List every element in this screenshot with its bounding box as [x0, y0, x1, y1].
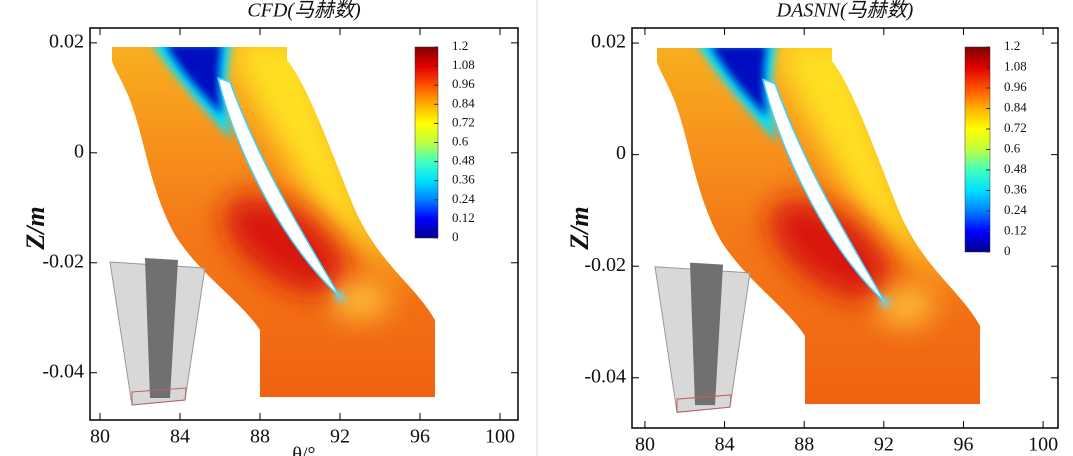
- colorbar-tick-label: 1.2: [452, 38, 468, 53]
- colorbar-tick-label: 0.12: [452, 210, 475, 225]
- x-tick-label: 100: [485, 426, 515, 448]
- x-tick-label: 80: [635, 434, 655, 456]
- colorbar-tick-label: 0.72: [452, 114, 475, 129]
- x-tick-label: 84: [715, 434, 735, 456]
- y-axis-label: Z/m: [565, 206, 594, 250]
- y-tick-label: 0.02: [591, 31, 626, 53]
- x-tick-label: 92: [330, 426, 350, 448]
- x-tick-label: 100: [1028, 434, 1058, 456]
- y-tick-label: 0.02: [49, 30, 84, 52]
- colorbar-tick-label: 0.48: [452, 153, 475, 168]
- colorbar-tick-label: 0.84: [1004, 99, 1027, 114]
- x-tick-label: 88: [250, 426, 270, 448]
- colorbar-tick-label: 0.6: [1004, 140, 1021, 155]
- colorbar-tick-label: 0.12: [1004, 222, 1027, 237]
- y-tick-label: 0: [616, 142, 626, 164]
- x-tick-label: 84: [170, 426, 190, 448]
- colorbar-tick-label: 0.36: [1004, 181, 1027, 196]
- x-tick-label: 92: [874, 434, 894, 456]
- colorbar-tick-label: 0: [1004, 243, 1011, 258]
- colorbar: [964, 46, 991, 253]
- y-tick-label: -0.02: [42, 250, 84, 272]
- chart-title: CFD(马赫数): [247, 0, 361, 22]
- y-tick-label: -0.02: [584, 254, 626, 276]
- colorbar-tick-label: 0.96: [452, 76, 475, 91]
- y-tick-label: -0.04: [584, 365, 626, 387]
- colorbar-tick-label: 0.96: [1004, 79, 1027, 94]
- field-left: [100, 40, 450, 410]
- colorbar-tick-label: 1.08: [452, 57, 475, 72]
- colorbar-tick-label: 0.6: [452, 133, 469, 148]
- colorbar-tick-label: 1.08: [1004, 58, 1027, 73]
- colorbar-tick-label: 0.36: [452, 172, 475, 187]
- field-right: [645, 41, 995, 418]
- x-axis-label: θ/°: [292, 444, 315, 456]
- x-tick-label: 88: [794, 434, 814, 456]
- colorbar-tick-label: 0.72: [1004, 120, 1027, 135]
- y-axis-label: Z/m: [21, 206, 50, 250]
- x-tick-label: 96: [410, 426, 430, 448]
- y-tick-label: -0.04: [42, 360, 84, 382]
- y-tick-label: 0: [74, 140, 84, 162]
- colorbar-tick-label: 0.24: [1004, 202, 1027, 217]
- colorbar-tick-label: 1.2: [1004, 38, 1020, 53]
- x-tick-label: 96: [953, 434, 973, 456]
- chart-title: DASNN(马赫数): [776, 0, 914, 22]
- colorbar-tick-label: 0.84: [452, 95, 475, 110]
- plot-frame: [631, 27, 1059, 429]
- colorbar-tick-label: 0.24: [452, 191, 475, 206]
- plot-frame: [89, 27, 519, 421]
- colorbar-tick-label: 0: [452, 229, 459, 244]
- colorbar-tick-label: 0.48: [1004, 161, 1027, 176]
- x-tick-label: 80: [90, 426, 110, 448]
